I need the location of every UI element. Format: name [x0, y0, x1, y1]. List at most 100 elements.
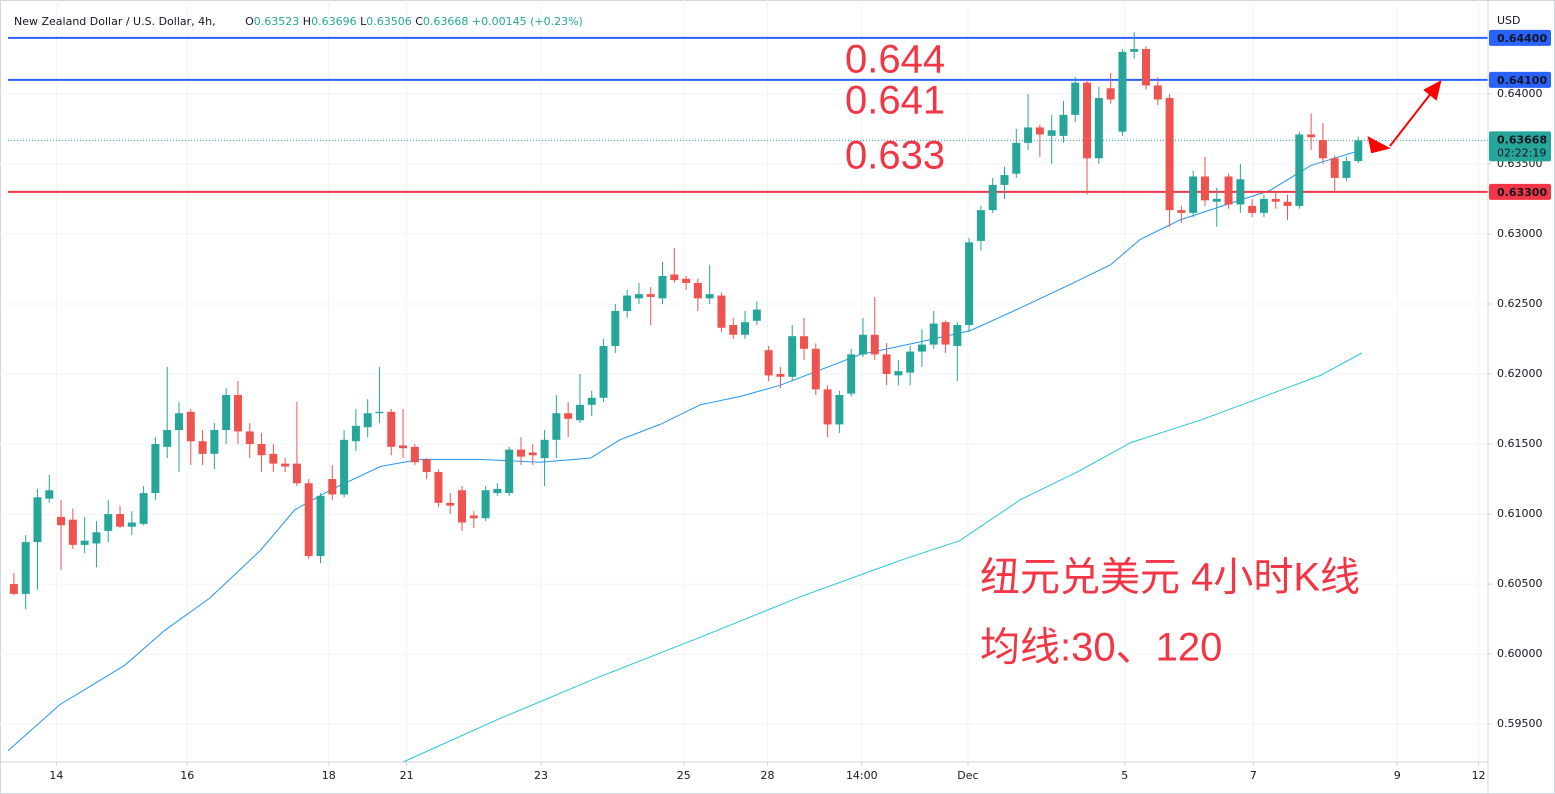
level-label-box — [1489, 183, 1551, 200]
candle-body — [304, 483, 313, 557]
candle-body — [1000, 175, 1009, 185]
candle-body — [1083, 82, 1092, 159]
candle-body — [988, 184, 997, 211]
countdown: 02:22:19 — [1497, 146, 1546, 159]
ohlc-value: 0.63696 — [311, 15, 357, 28]
moving-average — [7, 149, 1362, 752]
candle-body — [552, 413, 561, 440]
candle-body — [729, 324, 738, 335]
candle-body — [623, 295, 632, 311]
candle-body — [776, 373, 785, 377]
candle-body — [599, 345, 608, 398]
candle-body — [1330, 158, 1339, 178]
candle-body — [1094, 98, 1103, 159]
candle-body — [528, 452, 537, 456]
level-label: 0.64100 — [1497, 74, 1547, 87]
candle-body — [316, 495, 325, 557]
x-tick-label: 28 — [760, 769, 774, 782]
candle-body — [717, 295, 726, 328]
candle-body — [104, 514, 113, 531]
candle-body — [1295, 134, 1304, 206]
candle-body — [151, 444, 160, 494]
candle-body — [174, 413, 183, 431]
candle-body — [1283, 201, 1292, 206]
candle-body — [788, 336, 797, 377]
candle-body — [422, 459, 431, 473]
candle-body — [387, 411, 396, 447]
candle-body — [1236, 179, 1245, 205]
candle-body — [1130, 49, 1139, 52]
candle-body — [328, 479, 337, 495]
candle-body — [858, 334, 867, 355]
arrow — [1389, 91, 1433, 147]
ohlc-label: C — [415, 15, 423, 28]
candle-body — [434, 472, 443, 503]
moving-average — [402, 352, 1363, 763]
x-tick-label: 25 — [677, 769, 691, 782]
level-label-box — [1489, 29, 1551, 46]
level-label-box — [1489, 71, 1551, 88]
plot — [7, 32, 1488, 763]
candle-body — [1259, 198, 1268, 213]
candle-body — [1318, 140, 1327, 159]
candle-body — [1024, 127, 1033, 143]
x-tick-label: 14:00 — [846, 769, 878, 782]
annotation: 纽元兑美元 4小时K线 — [980, 556, 1360, 600]
y-tick-label: 0.60500 — [1497, 577, 1543, 590]
x-tick-label: Dec — [957, 769, 978, 782]
arrow-head — [1367, 136, 1391, 154]
candle-body — [1165, 98, 1174, 211]
candle-body — [45, 490, 54, 499]
x-tick-label: 23 — [534, 769, 548, 782]
candle-body — [21, 542, 30, 594]
ohlc-value: 0.63506 — [366, 15, 412, 28]
ohlc-label: H — [303, 15, 311, 28]
candle-body — [575, 404, 584, 421]
candle-body — [375, 411, 384, 414]
x-tick-label: 14 — [49, 769, 63, 782]
x-tick-label: 12 — [1472, 769, 1486, 782]
y-tick-label: 0.63000 — [1497, 227, 1543, 240]
candle-body — [363, 413, 372, 428]
candle-body — [1271, 198, 1280, 202]
candle-body — [1153, 85, 1162, 100]
candle-body — [1118, 51, 1127, 132]
candle-body — [1212, 198, 1221, 202]
y-tick-label: 0.61500 — [1497, 437, 1543, 450]
x-tick-label: 7 — [1250, 769, 1257, 782]
candle-body — [1354, 140, 1363, 162]
candle-body — [139, 493, 148, 524]
y-tick-label: 0.60000 — [1497, 647, 1543, 660]
candle-body — [976, 210, 985, 241]
candle-body — [80, 540, 89, 545]
candle-body — [847, 354, 856, 394]
candle-body — [1200, 176, 1209, 201]
candle-body — [127, 522, 136, 527]
candle-body — [493, 488, 502, 494]
candle-body — [611, 310, 620, 346]
axes: 0.640000.635000.630000.625000.620000.615… — [49, 29, 1551, 782]
arrow-head — [1423, 80, 1442, 101]
candle-body — [9, 584, 18, 594]
candle-body — [269, 453, 278, 464]
last-price-box — [1489, 131, 1551, 162]
candle-body — [1189, 176, 1198, 213]
candle-body — [1248, 205, 1257, 213]
candle-body — [741, 322, 750, 335]
x-tick-label: 18 — [322, 769, 336, 782]
candle-body — [399, 445, 408, 449]
x-tick-label: 16 — [180, 769, 194, 782]
x-tick-label: 21 — [400, 769, 414, 782]
candle-body — [68, 519, 77, 545]
level-label: 0.64400 — [1497, 32, 1547, 45]
candle-body — [823, 389, 832, 425]
candle-body — [1059, 114, 1068, 136]
annotation: 均线:30、120 — [980, 626, 1222, 670]
y-tick-label: 0.64000 — [1497, 87, 1543, 100]
candle-body — [245, 431, 254, 445]
candle-body — [92, 532, 101, 544]
candle-body — [764, 350, 773, 376]
candle-body — [634, 294, 643, 299]
candle-body — [1307, 134, 1316, 138]
candle-body — [1342, 161, 1351, 178]
